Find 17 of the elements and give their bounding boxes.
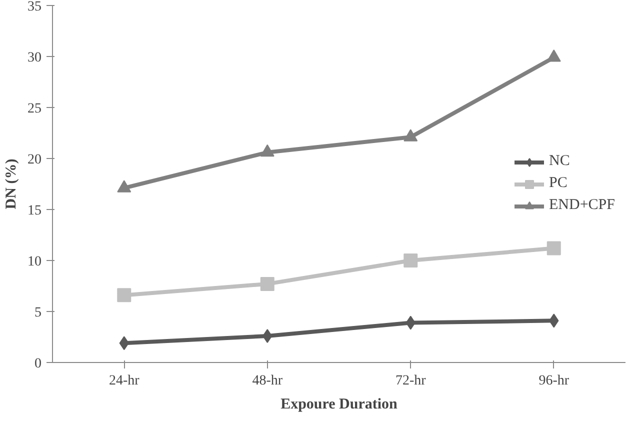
y-tick-label: 10 (28, 254, 42, 270)
y-tick-label: 15 (28, 204, 42, 218)
x-axis-title: Expoure Duration (280, 396, 398, 412)
y-tick-label: 25 (28, 102, 42, 116)
y-tick-label: 35 (28, 0, 42, 14)
y-axis-title: DN (%) (4, 158, 20, 210)
legend-label: END+CPF (549, 197, 615, 214)
y-tick-label: 30 (28, 50, 42, 66)
x-tick-label: 24-hr (108, 374, 140, 388)
x-tick-label: 96-hr (538, 374, 570, 388)
legend-label: NC (549, 153, 570, 170)
y-tick-label: 0 (34, 356, 42, 372)
legend-label: PC (549, 175, 568, 192)
y-tick-label: 20 (28, 152, 42, 168)
x-tick-label: 72-hr (395, 374, 426, 388)
y-tick-label: 5 (34, 306, 42, 320)
x-tick-label: 48-hr (252, 374, 283, 388)
